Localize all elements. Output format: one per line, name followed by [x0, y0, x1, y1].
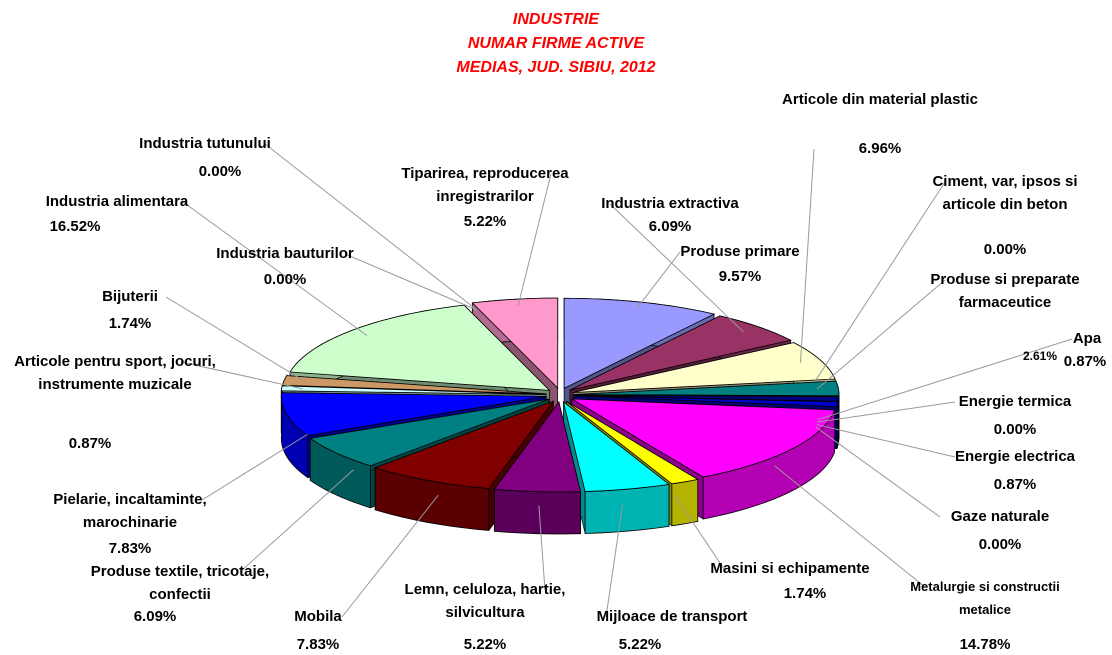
leader-line	[815, 426, 941, 518]
slice	[573, 395, 839, 408]
chart-title: MEDIAS, JUD. SIBIU, 2012	[456, 59, 656, 76]
slice-label: Produse primare	[680, 243, 800, 260]
value-label: 2.61%	[1022, 349, 1058, 363]
slice-tops	[280, 297, 840, 493]
slice	[572, 342, 836, 393]
slice	[471, 297, 559, 390]
value-label: 5.22%	[463, 636, 507, 653]
value-label: 0.00%	[983, 241, 1027, 258]
slice-label: Energie termica	[958, 393, 1072, 410]
slice	[566, 400, 699, 485]
leader-line	[180, 361, 303, 390]
leader-line	[165, 296, 306, 382]
slice-label: Gaze naturale	[950, 508, 1050, 525]
leader-line	[816, 279, 946, 390]
value-label: 16.52%	[49, 218, 101, 235]
value-label: 0.00%	[993, 421, 1037, 438]
slice	[289, 304, 551, 391]
value-label: 6.96%	[858, 140, 902, 157]
leader-line	[344, 253, 478, 311]
leader-line	[817, 338, 1073, 421]
leader-line	[609, 203, 744, 333]
slice-label: Produse si preparate farmaceutice	[930, 271, 1080, 311]
leader-line	[635, 251, 681, 310]
value-label: 5.22%	[463, 213, 507, 230]
value-label: 7.83%	[108, 540, 152, 557]
leader-line	[799, 148, 815, 363]
value-label: 14.78%	[959, 636, 1011, 653]
slice-label: Articole din material plastic	[782, 91, 978, 108]
slice	[571, 398, 836, 478]
value-label: 1.74%	[108, 315, 152, 332]
slice	[280, 385, 547, 395]
value-label: 6.09%	[133, 608, 177, 625]
leader-line	[264, 143, 478, 311]
leader-line	[675, 496, 725, 570]
slice	[563, 297, 716, 389]
slice	[573, 380, 840, 397]
slice-label: Industria tutunului	[139, 135, 271, 152]
slice-label: Masini si echipamente	[710, 560, 870, 577]
slice-label: Ciment, var, ipsos si articole din beton	[932, 173, 1078, 213]
leader-line	[201, 433, 308, 501]
slice-label: Mobila	[294, 608, 342, 625]
value-label: 0.87%	[1063, 353, 1107, 370]
slice-label: Industria bauturilor	[216, 245, 354, 262]
slice-wall	[584, 483, 670, 534]
value-label: 0.00%	[978, 536, 1022, 553]
slice	[373, 400, 555, 489]
slice-label: Industria extractiva	[601, 195, 739, 212]
value-label: 1.74%	[783, 585, 827, 602]
slice-label: Articole pentru sport, jocuri, instrumen…	[14, 353, 216, 393]
value-label: 6.09%	[648, 218, 692, 235]
leader-line	[182, 201, 368, 336]
slice-label: Industria alimentara	[45, 193, 189, 210]
value-label: 7.83%	[296, 636, 340, 653]
slice-label: Lemn, celuloza, hartie, silvicultura	[404, 581, 566, 621]
slice-label: Metalurgie si constructii metalice	[910, 579, 1060, 617]
value-label: 9.57%	[718, 268, 762, 285]
slice-label: Bijuterii	[102, 288, 158, 305]
leader-line	[817, 401, 956, 423]
slice-label: Apa	[1072, 330, 1102, 347]
slice-wall	[836, 401, 839, 449]
slice	[493, 401, 582, 493]
leader-line	[341, 494, 439, 618]
slice-wall	[493, 488, 581, 535]
value-label: 0.87%	[993, 476, 1037, 493]
value-label: 0.00%	[263, 271, 307, 288]
chart-title: NUMAR FIRME ACTIVE	[467, 35, 645, 52]
leader-line	[605, 503, 624, 618]
chart-title: INDUSTRIE	[512, 11, 600, 28]
slice	[562, 400, 670, 492]
leader-line	[816, 424, 956, 458]
slice	[280, 392, 547, 437]
slice-label: Pielarie, incaltaminte, marochinarie	[53, 491, 207, 531]
leader-line	[517, 173, 552, 307]
slice-label: Energie electrica	[954, 448, 1076, 465]
value-label: 0.87%	[68, 435, 112, 452]
leader-line	[538, 505, 546, 591]
slice-label: Tiparirea, reproducerea inregistrarilor	[401, 165, 569, 205]
slice-label: Produse textile, tricotaje, confectii	[90, 563, 270, 603]
leader-line	[239, 469, 354, 573]
slice	[309, 398, 549, 467]
leader-line	[774, 465, 926, 588]
value-label: 0.00%	[198, 163, 242, 180]
leader-line	[814, 181, 946, 382]
value-label: 5.22%	[618, 636, 662, 653]
slice	[281, 375, 547, 395]
slice-label: Mijloace de transport	[596, 608, 748, 625]
slice-wall	[671, 478, 699, 527]
